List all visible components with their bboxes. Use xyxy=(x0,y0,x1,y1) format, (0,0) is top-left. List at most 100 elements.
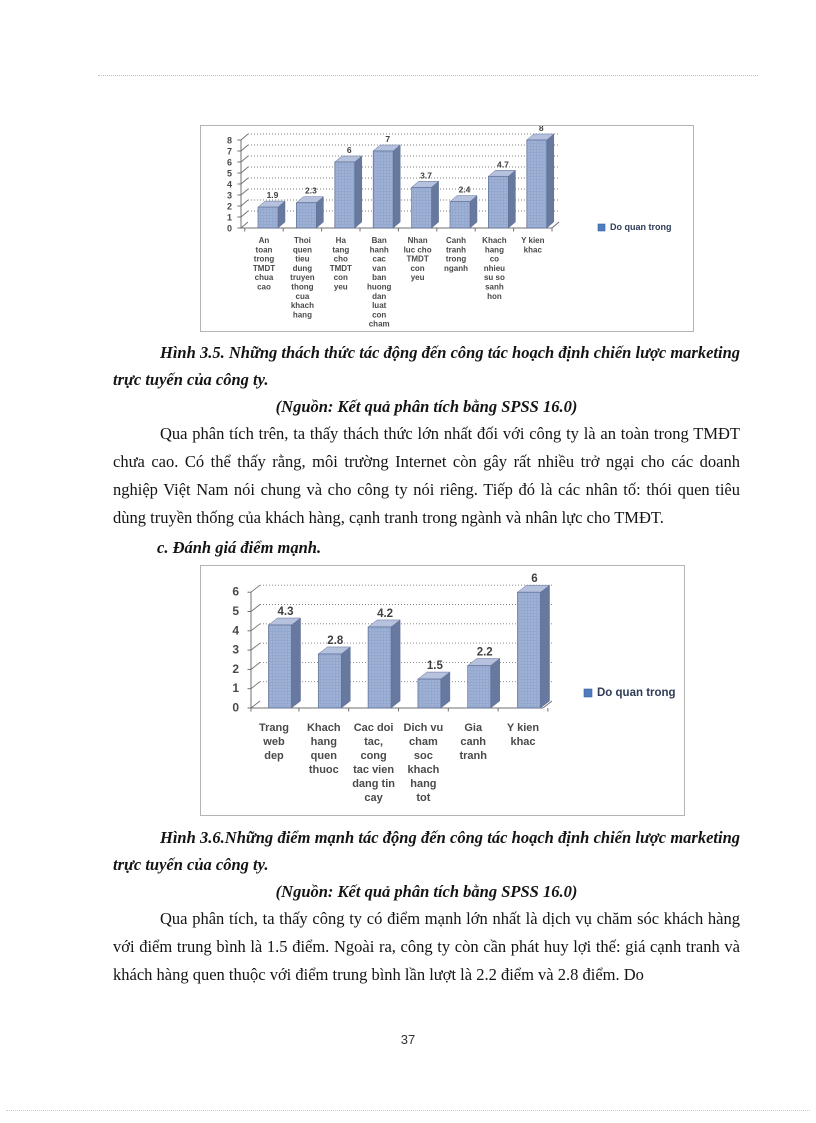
svg-text:cham: cham xyxy=(369,320,390,329)
svg-text:tac vien: tac vien xyxy=(353,764,394,776)
svg-text:tac,: tac, xyxy=(364,736,383,748)
svg-text:con: con xyxy=(372,310,386,319)
svg-text:hang: hang xyxy=(485,245,504,254)
svg-text:co: co xyxy=(490,255,499,264)
svg-text:Y kien: Y kien xyxy=(507,722,539,734)
svg-text:hon: hon xyxy=(487,292,502,301)
svg-text:quen: quen xyxy=(311,750,338,762)
svg-text:Dich vu: Dich vu xyxy=(404,722,444,734)
svg-text:1: 1 xyxy=(227,213,232,223)
svg-text:8: 8 xyxy=(539,126,544,133)
svg-text:khach: khach xyxy=(408,764,440,776)
svg-text:sanh: sanh xyxy=(485,283,504,292)
svg-text:luc cho: luc cho xyxy=(404,245,432,254)
figure-caption-3-6: Hình 3.6.Những điểm mạnh tác động đến cô… xyxy=(113,828,740,874)
svg-text:Trang: Trang xyxy=(259,722,289,734)
svg-text:4.3: 4.3 xyxy=(278,606,294,618)
svg-text:2.3: 2.3 xyxy=(305,186,317,196)
svg-text:Khach: Khach xyxy=(482,236,507,245)
svg-text:Y kien: Y kien xyxy=(521,236,545,245)
svg-text:8: 8 xyxy=(227,136,232,146)
svg-text:yeu: yeu xyxy=(411,273,425,282)
svg-text:chua: chua xyxy=(255,273,274,282)
svg-text:3: 3 xyxy=(232,643,239,657)
svg-text:TMDT: TMDT xyxy=(253,264,275,273)
svg-text:2: 2 xyxy=(232,662,239,676)
figure-3-5-bar-chart: 0123456781.9AntoantrongTMDTchuacao2.3Tho… xyxy=(227,126,672,329)
svg-text:4.2: 4.2 xyxy=(377,608,393,620)
svg-text:Canh: Canh xyxy=(446,236,466,245)
svg-text:2.4: 2.4 xyxy=(459,185,471,195)
svg-text:3.7: 3.7 xyxy=(420,170,432,180)
svg-text:canh: canh xyxy=(460,736,486,748)
footer-rule xyxy=(6,1110,810,1111)
svg-text:Ha: Ha xyxy=(336,236,347,245)
svg-text:hang: hang xyxy=(293,310,312,319)
svg-text:luat: luat xyxy=(372,301,387,310)
svg-text:6: 6 xyxy=(232,585,239,599)
svg-text:cay: cay xyxy=(364,792,383,804)
svg-text:0: 0 xyxy=(232,701,239,715)
svg-text:cham: cham xyxy=(409,736,438,748)
svg-text:con: con xyxy=(410,264,424,273)
svg-text:nhieu: nhieu xyxy=(484,264,505,273)
svg-text:1: 1 xyxy=(232,681,239,695)
subheading-c: c. Đánh giá điểm mạnh. xyxy=(157,538,322,557)
svg-text:tranh: tranh xyxy=(446,245,466,254)
svg-text:tang: tang xyxy=(332,245,349,254)
svg-text:hang: hang xyxy=(311,736,337,748)
svg-text:6: 6 xyxy=(227,158,232,168)
svg-text:trong: trong xyxy=(254,255,275,264)
svg-text:7: 7 xyxy=(385,134,390,144)
svg-text:cac: cac xyxy=(373,255,387,264)
figure-source-3-5: (Nguồn: Kết quả phân tích bằng SPSS 16.0… xyxy=(275,397,578,416)
svg-text:6: 6 xyxy=(531,573,537,585)
svg-text:6: 6 xyxy=(347,145,352,155)
svg-text:dung: dung xyxy=(293,264,313,273)
svg-text:2.8: 2.8 xyxy=(327,635,344,647)
svg-text:con: con xyxy=(334,273,348,282)
page-content: 0 1 2 3 4 5 6 7 8 1.9 An toan trong TMDT chua cao 2.3 Tho… xyxy=(113,0,740,989)
svg-text:Do quan trong: Do quan trong xyxy=(597,687,676,699)
svg-text:Thoi: Thoi xyxy=(294,236,311,245)
svg-text:tot: tot xyxy=(416,792,430,804)
svg-text:thong: thong xyxy=(291,283,313,292)
figure-3-5: 0 1 2 3 4 5 6 7 8 1.9 An toan trong TMDT chua cao 2.3 Tho… xyxy=(200,125,694,332)
figure-caption-3-5: Hình 3.5. Những thách thức tác động đến … xyxy=(113,343,740,389)
svg-text:4.7: 4.7 xyxy=(497,159,509,169)
svg-text:Khach: Khach xyxy=(307,722,341,734)
svg-text:hang: hang xyxy=(410,778,436,790)
svg-text:TMDT: TMDT xyxy=(406,255,428,264)
svg-text:yeu: yeu xyxy=(334,283,348,292)
svg-text:toan: toan xyxy=(256,245,273,254)
svg-text:tieu: tieu xyxy=(295,255,309,264)
figure-3-6-bar-chart: 0 1 2 3 4 5 6 4.3 Trang web dep 2.8 Khach hang quen thu… xyxy=(232,573,676,804)
svg-text:cua: cua xyxy=(296,292,310,301)
svg-text:khac: khac xyxy=(524,245,543,254)
svg-text:nganh: nganh xyxy=(444,264,468,273)
svg-text:van: van xyxy=(372,264,386,273)
svg-text:trong: trong xyxy=(446,255,467,264)
svg-text:su so: su so xyxy=(484,273,505,282)
svg-text:1.9: 1.9 xyxy=(267,190,279,200)
svg-text:7: 7 xyxy=(227,147,232,157)
svg-text:ban: ban xyxy=(372,273,386,282)
svg-text:An: An xyxy=(259,236,270,245)
svg-text:cao: cao xyxy=(257,283,271,292)
body-paragraph-1: Qua phân tích trên, ta thấy thách thức l… xyxy=(113,424,740,527)
svg-text:dep: dep xyxy=(264,750,284,762)
svg-text:4: 4 xyxy=(232,623,239,637)
svg-text:Cac doi: Cac doi xyxy=(354,722,394,734)
svg-text:2.2: 2.2 xyxy=(477,647,493,659)
svg-text:4: 4 xyxy=(227,180,232,190)
svg-text:5: 5 xyxy=(227,169,232,179)
svg-text:2: 2 xyxy=(227,202,232,212)
figure-3-6: 0 1 2 3 4 5 6 4.3 Trang web dep 2.8 Khach hang quen thu… xyxy=(200,565,685,816)
svg-text:5: 5 xyxy=(232,604,239,618)
svg-text:TMDT: TMDT xyxy=(330,264,352,273)
svg-text:soc: soc xyxy=(414,750,433,762)
svg-text:khac: khac xyxy=(510,736,535,748)
svg-text:cho: cho xyxy=(334,255,348,264)
svg-text:dan: dan xyxy=(372,292,386,301)
